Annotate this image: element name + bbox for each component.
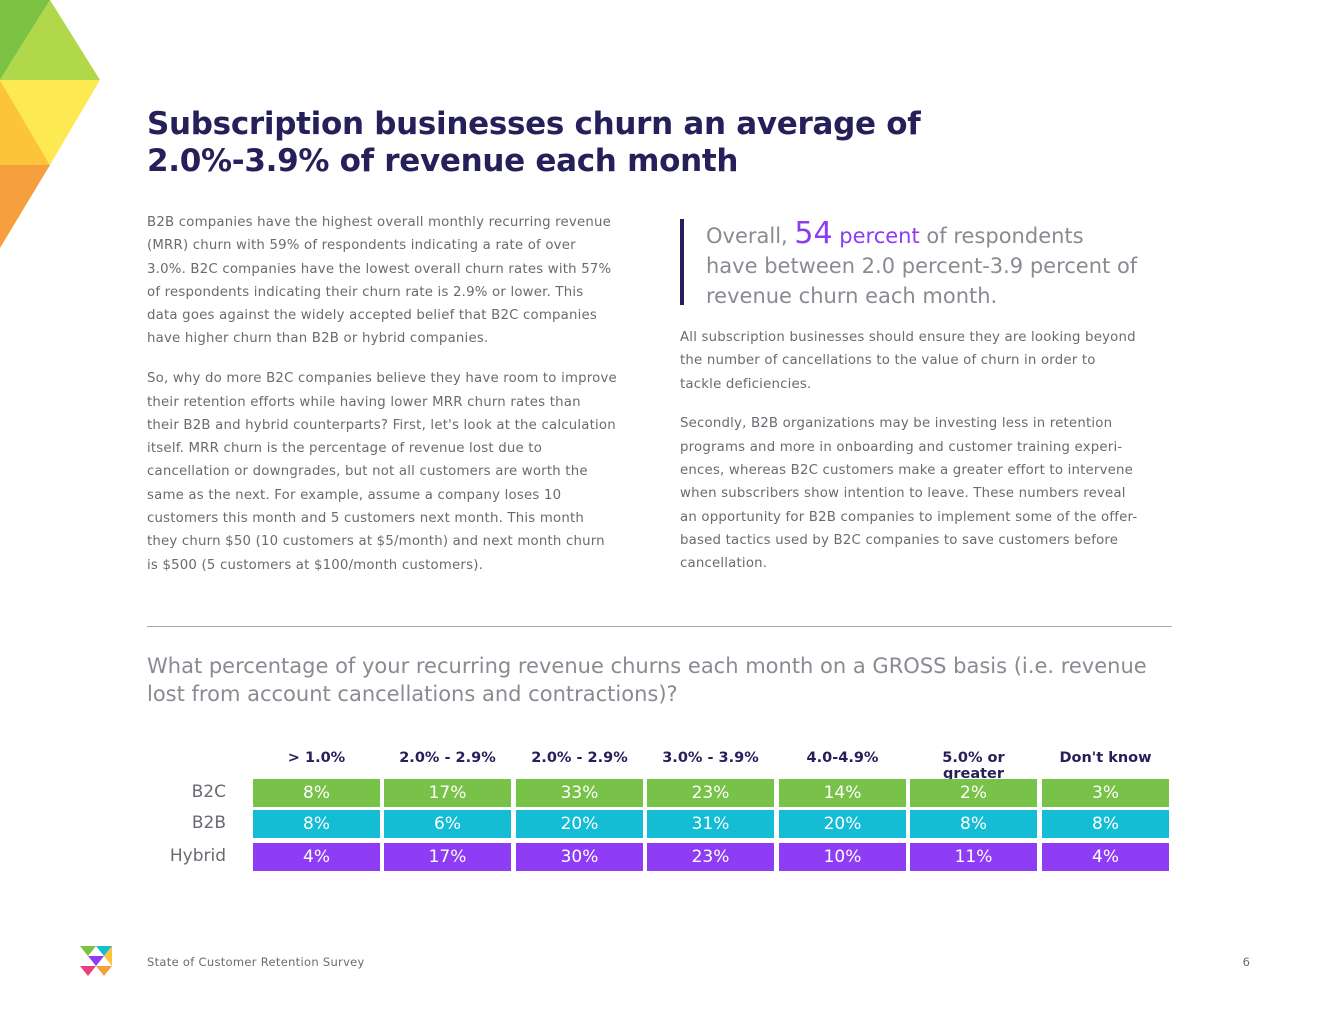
table-cell: 20% — [516, 810, 643, 838]
table-cell: 4% — [253, 843, 380, 871]
page-number: 6 — [1242, 955, 1250, 969]
table-header: 4.0-4.9% — [806, 750, 879, 766]
table-cell: 8% — [910, 810, 1037, 838]
quote-suffix: of respondents have between 2.0 percent-… — [706, 224, 1138, 308]
decorative-triangles — [0, 0, 100, 248]
table-cell: 31% — [647, 810, 774, 838]
row-label: Hybrid — [169, 846, 226, 866]
table-cell: 3% — [1042, 779, 1169, 807]
table-header: 5.0% or greater — [942, 750, 1005, 782]
page-title: Subscription businesses churn an average… — [147, 106, 921, 179]
table-header: > 1.0% — [287, 750, 346, 766]
table-cell: 8% — [253, 779, 380, 807]
table-header: 2.0% - 2.9% — [399, 750, 496, 766]
table-cell: 8% — [1042, 810, 1169, 838]
row-label: B2B — [191, 813, 226, 833]
right-paragraph-1: All subscription businesses should ensur… — [680, 330, 1136, 392]
table-cell: 6% — [384, 810, 511, 838]
table-cell: 20% — [779, 810, 906, 838]
quote-number: 54 — [794, 216, 833, 251]
table-cell: 8% — [253, 810, 380, 838]
table-cell: 23% — [647, 843, 774, 871]
table-header: 2.0% - 2.9% — [531, 750, 628, 766]
footer-text: State of Customer Retention Survey — [147, 955, 365, 969]
left-paragraph-1: B2B companies have the highest overall m… — [147, 215, 612, 347]
quote-prefix: Overall, — [706, 224, 788, 248]
survey-question: What percentage of your recurring revenu… — [147, 654, 1147, 706]
table-cell: 30% — [516, 843, 643, 871]
table-cell: 4% — [1042, 843, 1169, 871]
section-divider — [147, 626, 1172, 627]
quote-percent-word: percent — [839, 224, 920, 248]
table-header: Don't know — [1059, 750, 1152, 766]
table-cell: 33% — [516, 779, 643, 807]
left-column: B2B companies have the highest overall m… — [147, 211, 617, 593]
right-column: All subscription businesses should ensur… — [680, 326, 1140, 592]
table-header: 3.0% - 3.9% — [662, 750, 759, 766]
table-cell: 11% — [910, 843, 1037, 871]
table-cell: 17% — [384, 843, 511, 871]
table-cell: 23% — [647, 779, 774, 807]
table-cell: 17% — [384, 779, 511, 807]
table-cell: 10% — [779, 843, 906, 871]
table-cell: 2% — [910, 779, 1037, 807]
row-label: B2C — [191, 782, 226, 802]
table-cell: 14% — [779, 779, 906, 807]
company-logo — [80, 946, 112, 976]
pull-quote: Overall, 54 percent of respondents have … — [680, 216, 1140, 308]
left-paragraph-2: So, why do more B2C companies believe th… — [147, 371, 617, 573]
right-paragraph-2: Secondly, B2B organizations may be inves… — [680, 416, 1138, 572]
